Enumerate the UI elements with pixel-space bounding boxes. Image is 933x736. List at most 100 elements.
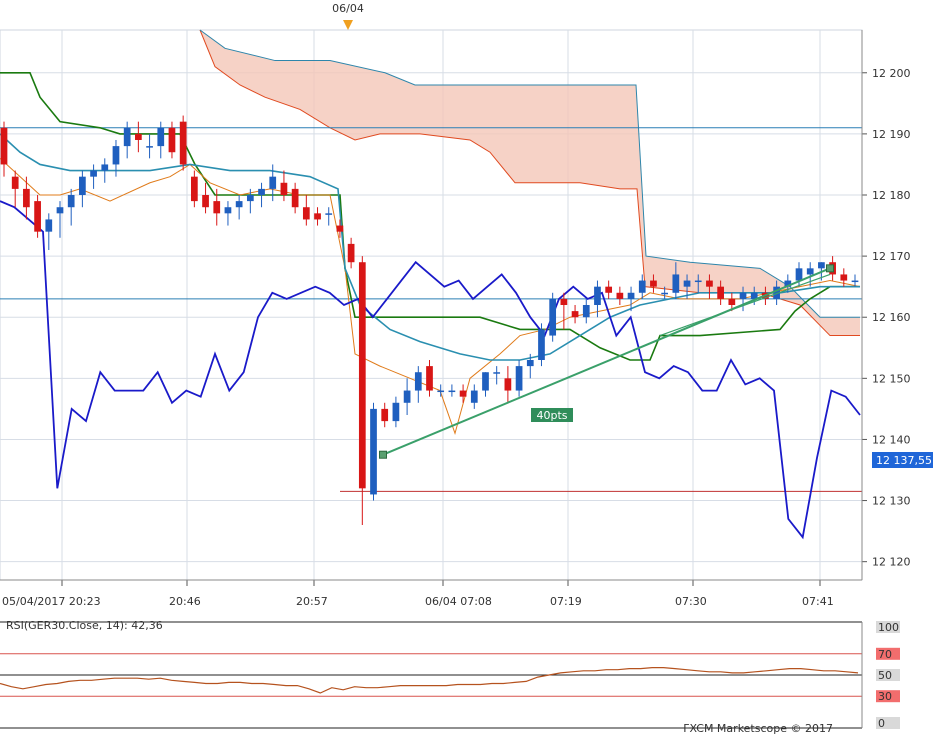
kijun-line [0, 71, 860, 361]
candle-body [11, 176, 19, 189]
candle-body [45, 219, 53, 232]
indicator-lines [0, 71, 861, 540]
candle-body [79, 176, 86, 195]
candle-body [157, 127, 165, 147]
trendline-handle [379, 450, 387, 459]
x-tick-label: 07:41 [802, 595, 834, 608]
candle-body [258, 188, 265, 195]
candle-body [784, 280, 792, 287]
rsi-level-badge [876, 690, 900, 703]
candle-body [616, 292, 624, 299]
candle-body [448, 390, 456, 393]
trendline-segment [659, 273, 831, 337]
date-marker-label: 06/04 [332, 2, 364, 15]
candle-body [594, 286, 601, 305]
date-marker: 06/04 [332, 2, 364, 30]
candle-body [269, 176, 277, 189]
chikou-line [0, 200, 861, 540]
candle-body [526, 360, 534, 367]
x-tick-label: 05/04/2017 20:23 [2, 595, 101, 608]
annotation-box [531, 408, 573, 422]
candle-body [325, 213, 333, 215]
candle-body [246, 195, 254, 202]
candle-body [34, 201, 41, 232]
x-tick-label: 20:46 [169, 595, 201, 608]
y-tick-label: 12 130 [872, 495, 911, 508]
candle-body [661, 292, 669, 295]
rsi-title: RSI(GER30.Close, 14): 42,36 [6, 619, 163, 632]
candle-body [582, 305, 590, 318]
candle-body [549, 298, 557, 336]
rsi-level-label: 30 [878, 690, 892, 703]
candle-body [694, 280, 702, 283]
y-tick-label: 12 180 [872, 189, 911, 202]
y-tick-label: 12 170 [872, 250, 911, 263]
rsi-level-badge [876, 669, 900, 681]
rsi-level-badge [876, 621, 900, 633]
candle-body [504, 378, 512, 391]
y-tick-label: 12 140 [872, 433, 911, 446]
candles [0, 115, 859, 525]
candle-body [627, 292, 635, 299]
candle-body [650, 280, 657, 287]
trendline[interactable] [379, 264, 834, 459]
candle-body [403, 390, 411, 403]
candle-body [0, 127, 8, 165]
candle-body [101, 164, 109, 171]
rsi-level-badge [876, 647, 900, 660]
axes: 12 200 12 190 12 180 12 170 12 160 12 150 12 1… [0, 30, 911, 608]
x-tick-label: 20:57 [296, 595, 328, 608]
candle-body [146, 146, 153, 148]
candle-body [280, 182, 288, 195]
candle-body [560, 298, 568, 305]
candle-body [739, 292, 747, 299]
candle-body [347, 243, 355, 263]
candle-body [818, 262, 825, 269]
annotation: 40pts [531, 408, 573, 422]
candle-body [56, 207, 64, 214]
rsi-panel: 100 70 50 30 0 [0, 621, 900, 730]
moving-average-line [0, 133, 860, 361]
y-tick-label: 12 200 [872, 67, 911, 80]
rsi-level-label: 70 [878, 648, 892, 661]
candle-body [67, 195, 75, 208]
candle-body [202, 195, 209, 208]
watermark: FXCM Marketscope © 2017 [683, 722, 833, 735]
x-tick-label: 07:19 [550, 595, 582, 608]
candle-body [840, 274, 848, 281]
candle-body [168, 127, 176, 153]
y-tick-label: 12 160 [872, 311, 911, 324]
candle-body [135, 133, 142, 140]
y-tick-label: 12 190 [872, 128, 911, 141]
candle-body [470, 390, 478, 403]
y-tick-label: 12 150 [872, 372, 911, 385]
candle-body [571, 311, 579, 318]
candle-body [851, 280, 859, 283]
x-tick-label: 07:30 [675, 595, 707, 608]
candle-body [235, 201, 243, 208]
candle-body [213, 201, 221, 214]
candle-body [538, 329, 545, 360]
candle-body [179, 121, 187, 165]
annotation-label: 40pts [536, 409, 567, 422]
candle-body [459, 390, 467, 397]
date-marker-triangle-icon [343, 20, 353, 30]
current-price-label: 12 137,55 [876, 454, 932, 467]
candle-body [773, 286, 780, 299]
candle-body [190, 176, 198, 202]
candle-body [482, 372, 489, 391]
candle-body [336, 225, 344, 232]
candle-body [23, 188, 30, 208]
candle-body [728, 298, 736, 305]
candle-body [750, 292, 758, 299]
candle-body [672, 274, 680, 293]
candle-body [683, 280, 691, 287]
candle-body [291, 188, 299, 208]
rsi-level-label: 100 [878, 621, 899, 634]
x-tick-label: 06/04 07:08 [425, 595, 492, 608]
trendline-segment [382, 267, 831, 456]
rsi-line [0, 666, 859, 694]
candle-body [358, 262, 366, 489]
current-price-tag: 12 137,55 [872, 452, 933, 468]
